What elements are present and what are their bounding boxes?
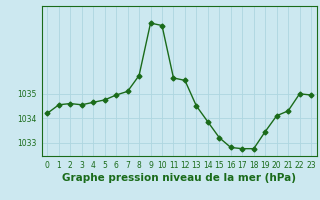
X-axis label: Graphe pression niveau de la mer (hPa): Graphe pression niveau de la mer (hPa) [62, 173, 296, 183]
